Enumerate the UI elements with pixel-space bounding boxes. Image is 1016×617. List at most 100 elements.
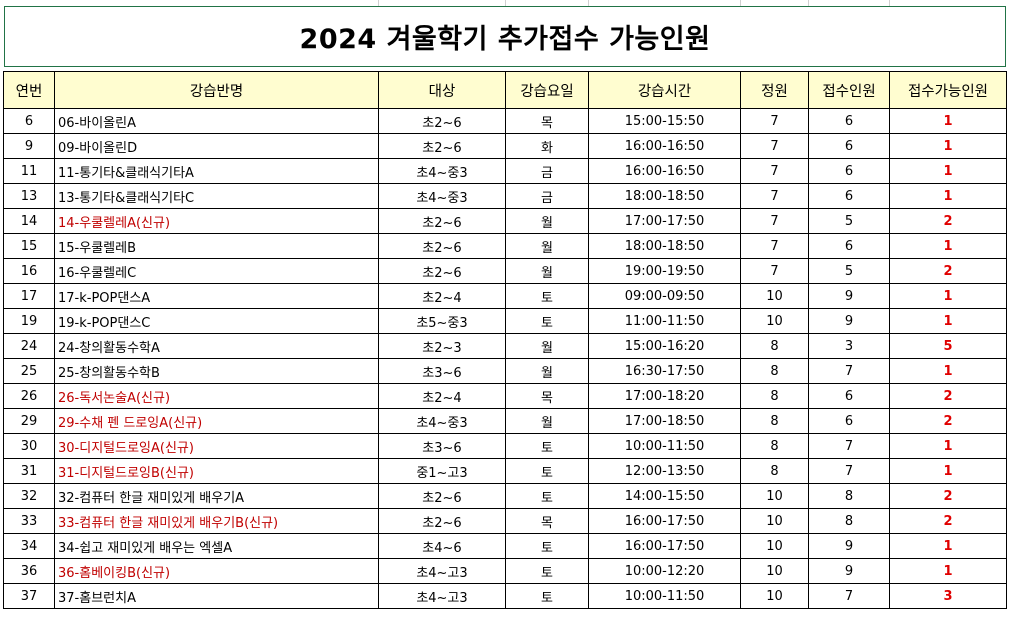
cell-target[interactable]: 초2~6 (378, 108, 506, 134)
cell-target[interactable]: 초4~고3 (378, 558, 506, 584)
cell-day[interactable]: 토 (505, 558, 589, 584)
cell-time[interactable]: 16:00-17:50 (588, 508, 741, 534)
cell-capacity[interactable]: 10 (740, 483, 809, 509)
cell-time[interactable]: 16:00-16:50 (588, 133, 741, 159)
cell-time[interactable]: 19:00-19:50 (588, 258, 741, 284)
cell-day[interactable]: 월 (505, 233, 589, 259)
cell-day[interactable]: 토 (505, 533, 589, 559)
cell-target[interactable]: 초2~6 (378, 133, 506, 159)
cell-capacity[interactable]: 8 (740, 333, 809, 359)
cell-time[interactable]: 17:00-18:50 (588, 408, 741, 434)
cell-day[interactable]: 목 (505, 108, 589, 134)
cell-available[interactable]: 1 (889, 108, 1007, 134)
cell-capacity[interactable]: 8 (740, 433, 809, 459)
cell-no[interactable]: 30 (3, 433, 55, 459)
cell-capacity[interactable]: 7 (740, 233, 809, 259)
cell-class-name[interactable]: 32-컴퓨터 한글 재미있게 배우기A (54, 483, 379, 509)
cell-day[interactable]: 목 (505, 383, 589, 409)
cell-class-name[interactable]: 24-창의활동수학A (54, 333, 379, 359)
header-registered[interactable]: 접수인원 (808, 71, 890, 109)
header-no[interactable]: 연번 (3, 71, 55, 109)
cell-available[interactable]: 1 (889, 558, 1007, 584)
cell-no[interactable]: 31 (3, 458, 55, 484)
cell-day[interactable]: 월 (505, 408, 589, 434)
cell-capacity[interactable]: 7 (740, 133, 809, 159)
cell-time[interactable]: 16:30-17:50 (588, 358, 741, 384)
cell-no[interactable]: 32 (3, 483, 55, 509)
cell-registered[interactable]: 9 (808, 558, 890, 584)
cell-registered[interactable]: 5 (808, 258, 890, 284)
cell-day[interactable]: 금 (505, 158, 589, 184)
cell-capacity[interactable]: 7 (740, 158, 809, 184)
cell-time[interactable]: 15:00-15:50 (588, 108, 741, 134)
cell-no[interactable]: 25 (3, 358, 55, 384)
cell-available[interactable]: 3 (889, 583, 1007, 609)
cell-time[interactable]: 17:00-18:20 (588, 383, 741, 409)
cell-no[interactable]: 15 (3, 233, 55, 259)
cell-available[interactable]: 1 (889, 158, 1007, 184)
cell-capacity[interactable]: 7 (740, 258, 809, 284)
cell-class-name[interactable]: 37-홈브런치A (54, 583, 379, 609)
cell-no[interactable]: 9 (3, 133, 55, 159)
cell-class-name[interactable]: 36-홈베이킹B(신규) (54, 558, 379, 584)
sheet-title-cell[interactable]: 2024 겨울학기 추가접수 가능인원 (4, 6, 1006, 67)
cell-target[interactable]: 초2~6 (378, 483, 506, 509)
cell-capacity[interactable]: 10 (740, 533, 809, 559)
cell-day[interactable]: 토 (505, 308, 589, 334)
cell-available[interactable]: 2 (889, 208, 1007, 234)
cell-registered[interactable]: 3 (808, 333, 890, 359)
cell-target[interactable]: 초2~4 (378, 283, 506, 309)
cell-no[interactable]: 19 (3, 308, 55, 334)
cell-day[interactable]: 토 (505, 433, 589, 459)
cell-registered[interactable]: 6 (808, 233, 890, 259)
cell-class-name[interactable]: 25-창의활동수학B (54, 358, 379, 384)
cell-capacity[interactable]: 10 (740, 308, 809, 334)
cell-available[interactable]: 1 (889, 358, 1007, 384)
cell-day[interactable]: 월 (505, 358, 589, 384)
cell-day[interactable]: 토 (505, 483, 589, 509)
cell-registered[interactable]: 6 (808, 108, 890, 134)
cell-registered[interactable]: 6 (808, 133, 890, 159)
cell-target[interactable]: 초4~6 (378, 533, 506, 559)
cell-time[interactable]: 10:00-11:50 (588, 433, 741, 459)
cell-capacity[interactable]: 8 (740, 408, 809, 434)
cell-day[interactable]: 목 (505, 508, 589, 534)
cell-day[interactable]: 토 (505, 458, 589, 484)
cell-time[interactable]: 11:00-11:50 (588, 308, 741, 334)
cell-capacity[interactable]: 7 (740, 183, 809, 209)
cell-capacity[interactable]: 10 (740, 508, 809, 534)
cell-time[interactable]: 16:00-17:50 (588, 533, 741, 559)
header-capacity[interactable]: 정원 (740, 71, 809, 109)
cell-available[interactable]: 1 (889, 433, 1007, 459)
cell-registered[interactable]: 8 (808, 483, 890, 509)
header-day[interactable]: 강습요일 (505, 71, 589, 109)
cell-available[interactable]: 1 (889, 533, 1007, 559)
cell-time[interactable]: 15:00-16:20 (588, 333, 741, 359)
cell-target[interactable]: 초3~6 (378, 433, 506, 459)
cell-target[interactable]: 초2~6 (378, 233, 506, 259)
cell-no[interactable]: 37 (3, 583, 55, 609)
cell-time[interactable]: 18:00-18:50 (588, 183, 741, 209)
cell-available[interactable]: 2 (889, 258, 1007, 284)
cell-available[interactable]: 2 (889, 383, 1007, 409)
cell-no[interactable]: 6 (3, 108, 55, 134)
cell-registered[interactable]: 9 (808, 533, 890, 559)
cell-target[interactable]: 초4~중3 (378, 183, 506, 209)
header-available[interactable]: 접수가능인원 (889, 71, 1007, 109)
cell-day[interactable]: 월 (505, 333, 589, 359)
cell-class-name[interactable]: 17-k-POP댄스A (54, 283, 379, 309)
cell-registered[interactable]: 5 (808, 208, 890, 234)
cell-no[interactable]: 24 (3, 333, 55, 359)
cell-available[interactable]: 1 (889, 233, 1007, 259)
header-time[interactable]: 강습시간 (588, 71, 741, 109)
cell-available[interactable]: 1 (889, 133, 1007, 159)
cell-time[interactable]: 16:00-16:50 (588, 158, 741, 184)
cell-class-name[interactable]: 30-디지털드로잉A(신규) (54, 433, 379, 459)
cell-class-name[interactable]: 34-쉽고 재미있게 배우는 엑셀A (54, 533, 379, 559)
cell-time[interactable]: 14:00-15:50 (588, 483, 741, 509)
cell-target[interactable]: 초2~4 (378, 383, 506, 409)
cell-target[interactable]: 중1~고3 (378, 458, 506, 484)
cell-available[interactable]: 2 (889, 408, 1007, 434)
cell-class-name[interactable]: 14-우쿨렐레A(신규) (54, 208, 379, 234)
cell-day[interactable]: 월 (505, 208, 589, 234)
